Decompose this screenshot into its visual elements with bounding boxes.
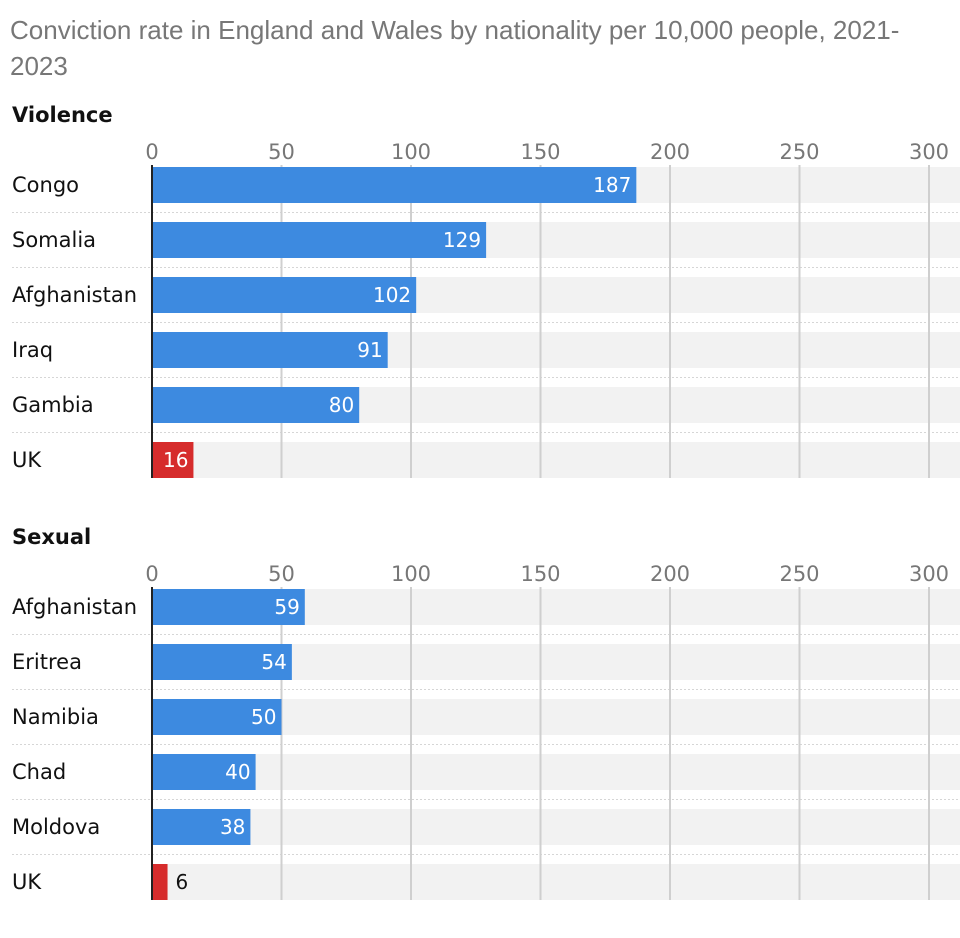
category-label: Namibia xyxy=(12,705,99,729)
bar xyxy=(152,222,487,258)
tick-label: 0 xyxy=(145,140,158,164)
tick-label: 250 xyxy=(779,140,819,164)
value-label: 187 xyxy=(593,173,631,197)
row-band xyxy=(152,699,960,735)
tick-label: 200 xyxy=(650,140,690,164)
bar xyxy=(152,644,292,680)
tick-label: 300 xyxy=(909,562,949,586)
section-title: Violence xyxy=(12,103,113,127)
value-label: 50 xyxy=(251,705,276,729)
tick-label: 0 xyxy=(145,562,158,586)
category-label: Chad xyxy=(12,760,66,784)
tick-label: 250 xyxy=(779,562,819,586)
bar xyxy=(152,387,360,423)
value-label: 38 xyxy=(220,815,245,839)
row-band xyxy=(152,754,960,790)
value-label: 40 xyxy=(225,760,250,784)
bar xyxy=(152,332,388,368)
tick-label: 50 xyxy=(268,140,295,164)
category-label: Eritrea xyxy=(12,650,82,674)
tick-label: 150 xyxy=(520,562,560,586)
value-label: 6 xyxy=(176,870,189,894)
row-band xyxy=(152,864,960,900)
value-label: 102 xyxy=(373,283,411,307)
tick-label: 50 xyxy=(268,562,295,586)
value-label: 16 xyxy=(163,448,188,472)
tick-label: 200 xyxy=(650,562,690,586)
tick-label: 150 xyxy=(520,140,560,164)
value-label: 80 xyxy=(329,393,354,417)
bar xyxy=(152,442,194,478)
category-label: UK xyxy=(12,448,42,472)
category-label: UK xyxy=(12,870,42,894)
tick-label: 100 xyxy=(391,140,431,164)
bar xyxy=(152,864,168,900)
value-label: 59 xyxy=(274,595,299,619)
chart-panel-violence: Violence 0 50 100 150 200 250 300 Congo 187 Somali… xyxy=(12,103,960,478)
tick-label: 300 xyxy=(909,140,949,164)
bar xyxy=(152,754,256,790)
category-label: Iraq xyxy=(12,338,53,362)
value-label: 54 xyxy=(261,650,286,674)
bar xyxy=(152,699,282,735)
category-label: Gambia xyxy=(12,393,94,417)
bar xyxy=(152,809,251,845)
tick-label: 100 xyxy=(391,562,431,586)
category-label: Afghanistan xyxy=(12,283,137,307)
category-label: Somalia xyxy=(12,228,96,252)
chart-title: Conviction rate in England and Wales by … xyxy=(10,15,900,81)
value-label: 91 xyxy=(357,338,382,362)
category-label: Moldova xyxy=(12,815,100,839)
bar xyxy=(152,589,305,625)
bar xyxy=(152,167,637,203)
category-label: Congo xyxy=(12,173,79,197)
category-label: Afghanistan xyxy=(12,595,137,619)
bar xyxy=(152,277,417,313)
value-label: 129 xyxy=(443,228,481,252)
row-band xyxy=(152,442,960,478)
row-band xyxy=(152,809,960,845)
chart-panel-sexual: Sexual 0 50 100 150 200 250 300 Afghanistan 59 Eri… xyxy=(12,525,960,900)
section-title: Sexual xyxy=(12,525,91,549)
